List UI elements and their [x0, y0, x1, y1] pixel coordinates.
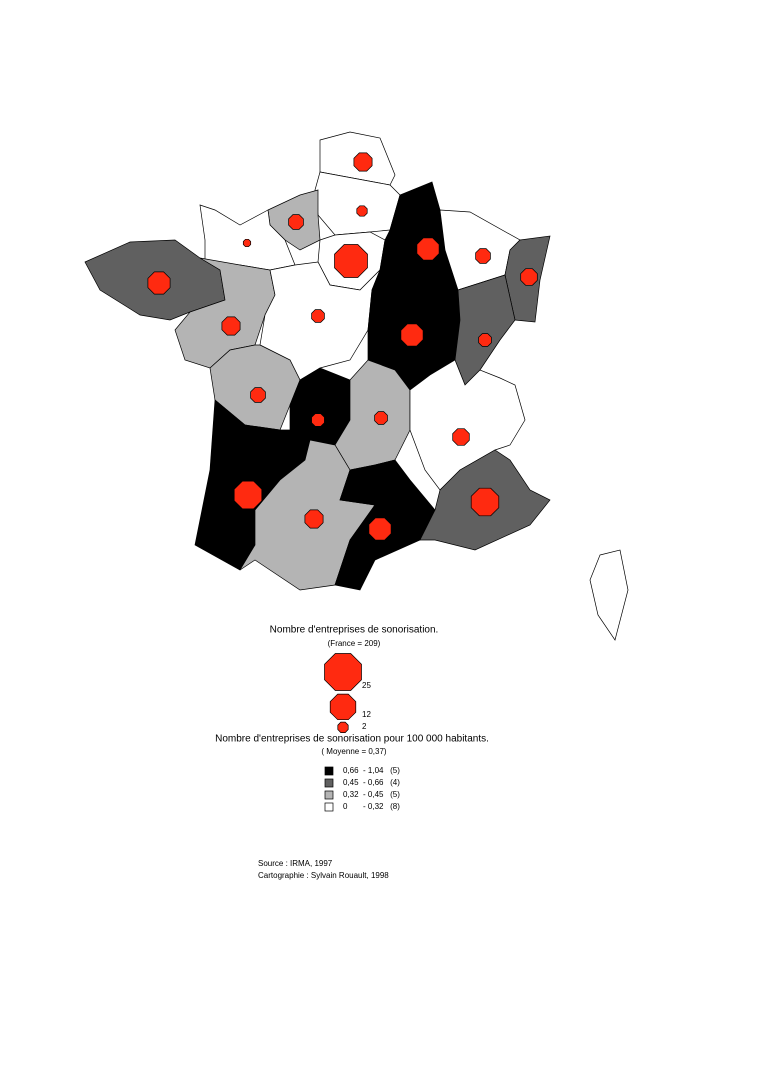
count-symbol: [475, 248, 491, 264]
count-symbol: [374, 411, 388, 425]
class-legend-title: Nombre d'entreprises de sonorisation pou…: [215, 734, 489, 745]
legend-swatch: [324, 802, 334, 812]
count-symbol: [221, 316, 241, 336]
legend-class-label: 0 - 0,32 (8): [343, 802, 400, 811]
count-symbol: [416, 237, 440, 261]
legend-class-label: 0,66 - 1,04 (5): [343, 766, 400, 775]
count-symbol: [368, 517, 392, 541]
count-symbol: [400, 323, 424, 347]
legend-swatch: [324, 790, 334, 800]
count-symbol: [452, 428, 470, 446]
source: Source : IRMA, 1997: [258, 859, 333, 868]
region: [409, 359, 526, 491]
class-legend-subtitle: ( Moyenne = 0,37): [321, 747, 386, 756]
legend-size-label: 12: [362, 710, 371, 719]
count-symbol: [304, 509, 324, 529]
legend-swatch: [324, 766, 334, 776]
count-symbol: [478, 333, 492, 347]
circles: [147, 152, 538, 541]
count-symbol: [242, 238, 252, 248]
count-symbol: [334, 244, 368, 278]
circle-legend-subtitle: (France = 209): [328, 639, 381, 648]
legend-symbol: [337, 721, 349, 733]
count-symbol: [311, 309, 325, 323]
count-symbol: [311, 413, 325, 427]
region: [454, 274, 516, 386]
legend-size-label: 2: [362, 722, 367, 731]
legend-class-label: 0,32 - 0,45 (5): [343, 790, 400, 799]
region: [199, 204, 296, 271]
credit: Cartographie : Sylvain Rouault, 1998: [258, 871, 389, 880]
count-symbol: [356, 205, 368, 217]
circle-legend-title: Nombre d'entreprises de sonorisation.: [270, 625, 439, 636]
count-symbol: [233, 480, 263, 510]
count-symbol: [353, 152, 373, 172]
count-symbol: [250, 387, 266, 403]
legend-symbol: [329, 693, 357, 721]
region: [589, 549, 629, 641]
legend-swatch: [324, 778, 334, 788]
legend-size-label: 25: [362, 681, 371, 690]
legend-symbol: [324, 653, 362, 691]
count-symbol: [470, 487, 500, 517]
regions: [84, 131, 629, 641]
count-symbol: [520, 268, 538, 286]
count-symbol: [147, 271, 171, 295]
count-symbol: [288, 214, 304, 230]
legend-class-label: 0,45 - 0,66 (4): [343, 778, 400, 787]
